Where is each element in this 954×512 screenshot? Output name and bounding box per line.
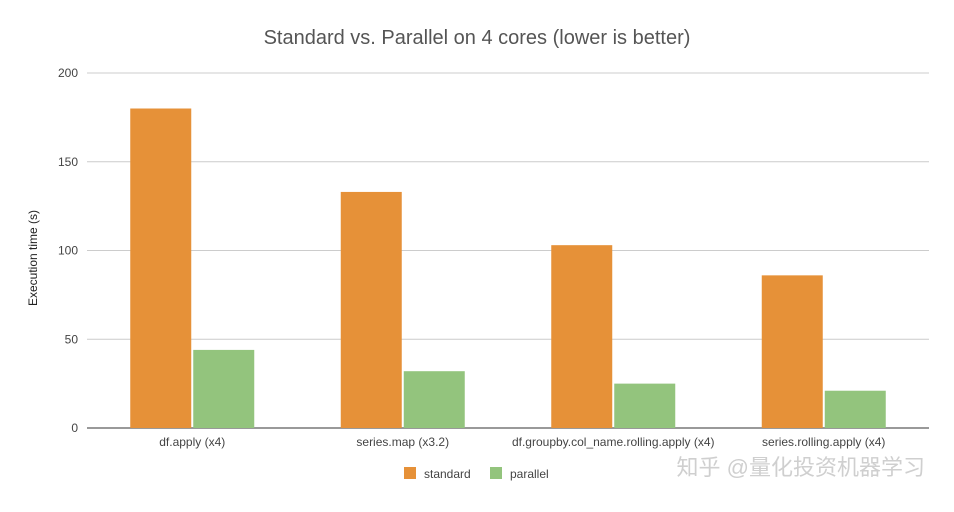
- bar-parallel: [403, 371, 465, 428]
- x-tick-label: df.apply (x4): [159, 435, 225, 449]
- x-tick-label: df.groupby.col_name.rolling.apply (x4): [512, 435, 715, 449]
- legend-swatch-parallel: [490, 467, 502, 479]
- legend: standard parallel: [404, 467, 549, 481]
- bars: [130, 108, 886, 428]
- y-tick-label: 150: [58, 155, 78, 169]
- y-tick-label: 50: [65, 332, 79, 346]
- y-tick-label: 100: [58, 244, 78, 258]
- y-axis-label: Execution time (s): [26, 210, 40, 306]
- legend-label-standard: standard: [424, 467, 471, 481]
- y-tick-label: 200: [58, 66, 78, 80]
- bar-standard: [761, 275, 823, 428]
- x-tick-label: series.rolling.apply (x4): [762, 435, 885, 449]
- y-tick-label: 0: [71, 421, 78, 435]
- bar-parallel: [193, 349, 255, 428]
- legend-label-parallel: parallel: [510, 467, 549, 481]
- x-tick-label: series.map (x3.2): [356, 435, 449, 449]
- tick-labels: 0 50 100 150 200 df.apply (x4) series.map (x3.…: [58, 66, 885, 449]
- bar-standard: [340, 191, 402, 428]
- bar-standard: [551, 245, 613, 428]
- bar-standard: [130, 108, 192, 428]
- watermark: 知乎 @量化投资机器学习: [677, 455, 925, 480]
- chart-title: Standard vs. Parallel on 4 cores (lower …: [264, 27, 691, 49]
- bar-parallel: [614, 383, 676, 428]
- bar-parallel: [824, 390, 886, 428]
- legend-swatch-standard: [404, 467, 416, 479]
